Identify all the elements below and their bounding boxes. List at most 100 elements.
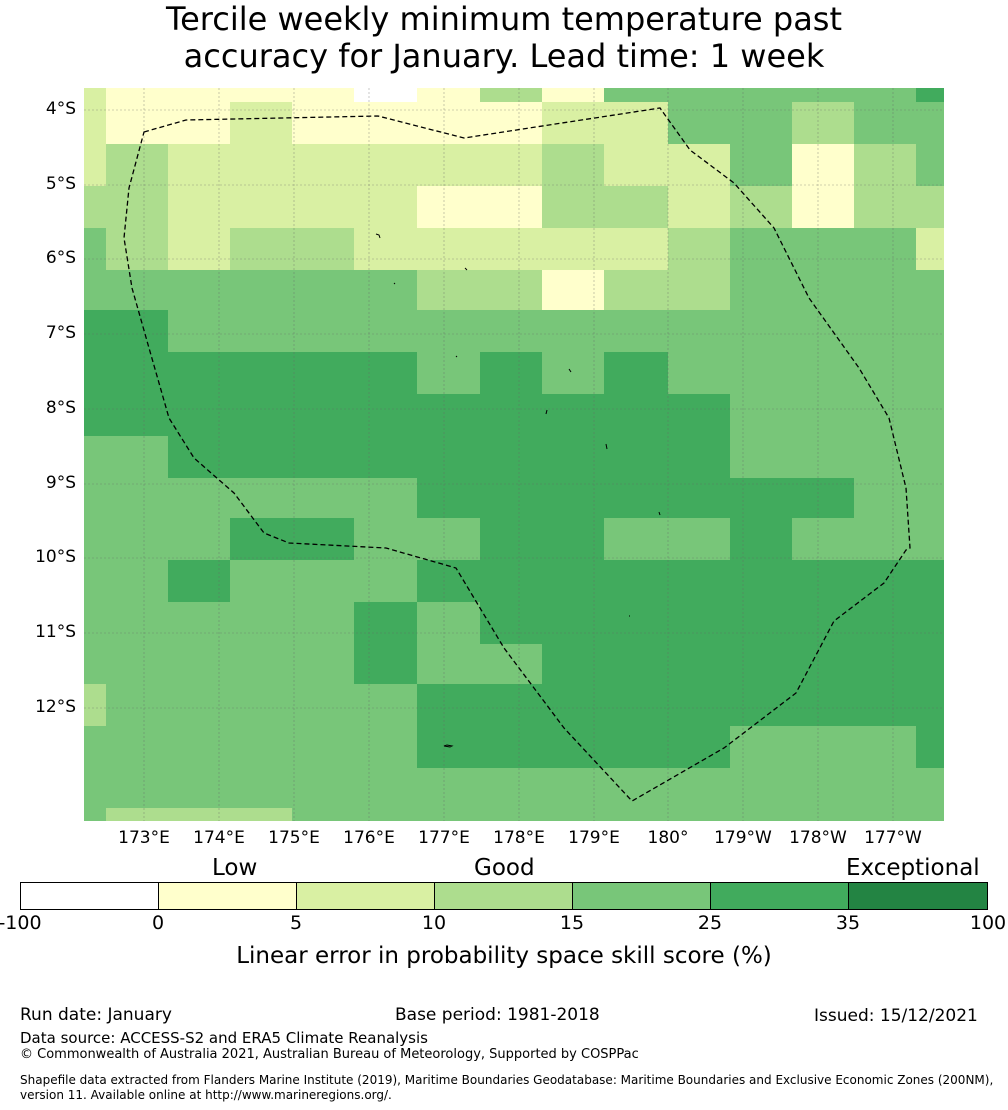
- grid-cell: [84, 394, 730, 436]
- grid-cell: [542, 352, 604, 394]
- latitude-label: 7°S: [45, 323, 76, 343]
- grid-cell: [84, 768, 944, 808]
- colorbar-tick-label: 100: [969, 912, 1007, 934]
- grid-cell: [84, 726, 417, 768]
- grid-cell: [730, 726, 916, 768]
- grid-cell: [854, 186, 916, 228]
- grid-cell: [230, 102, 292, 144]
- grid-cell: [84, 228, 106, 270]
- grid-cell: [854, 144, 916, 186]
- colorbar-tick-label: 35: [835, 912, 861, 934]
- grid-cell: [106, 88, 354, 102]
- grid-cell: [730, 102, 792, 144]
- grid-cell: [106, 684, 417, 726]
- map-title-line-1: Tercile weekly minimum temperature past: [165, 0, 843, 38]
- grid-cell: [542, 102, 668, 144]
- grid-cell: [230, 228, 354, 270]
- grid-cell: [730, 144, 792, 186]
- grid-cell: [730, 88, 916, 102]
- grid-cell: [668, 186, 730, 228]
- grid-cell: [354, 228, 668, 270]
- grid-cell: [84, 478, 417, 518]
- colorbar-tick-label: 10: [421, 912, 447, 934]
- grid-cell: [230, 518, 354, 560]
- grid-cell: [417, 478, 854, 518]
- grid-cell: [106, 228, 168, 270]
- grid-cell: [542, 186, 668, 228]
- colorbar-segment: [297, 883, 435, 909]
- copyright: © Commonwealth of Australia 2021, Austra…: [20, 1047, 639, 1062]
- grid-cell: [417, 352, 480, 394]
- grid-cell: [168, 144, 542, 186]
- grid-cell: [542, 270, 604, 310]
- longitude-label: 177°W: [864, 828, 922, 848]
- grid-cell: [480, 88, 542, 102]
- grid-cell: [730, 394, 944, 436]
- longitude-label: 180°: [647, 828, 689, 848]
- grid-cell: [292, 808, 944, 821]
- grid-cell: [84, 352, 168, 394]
- grid-cell: [168, 436, 730, 478]
- grid-cell: [792, 144, 854, 186]
- grid-cell: [916, 144, 944, 186]
- map-title-line-2: accuracy for January. Lead time: 1 week: [183, 37, 825, 75]
- latitude-label: 5°S: [45, 174, 76, 194]
- colorbar-tick-label: 0: [151, 912, 165, 934]
- grid-cell: [604, 270, 730, 310]
- grid-cell: [916, 186, 944, 228]
- base-period: Base period: 1981-2018: [395, 1005, 600, 1025]
- grid-cell: [792, 518, 944, 560]
- island-outline: [464, 267, 468, 271]
- grid-cell: [668, 228, 730, 270]
- grid-cell: [792, 186, 854, 228]
- grid-cell: [417, 602, 480, 644]
- longitude-label: 177°E: [418, 828, 470, 848]
- grid-cell: [417, 88, 480, 102]
- grid-cell: [480, 602, 944, 644]
- legend-category-low: Low: [212, 855, 258, 881]
- grid-cell: [604, 352, 668, 394]
- grid-cell: [417, 186, 542, 228]
- grid-cell: [84, 436, 168, 478]
- grid-cell: [668, 102, 730, 144]
- colorbar-tick-label: -100: [0, 912, 42, 934]
- grid-cell: [84, 808, 106, 821]
- grid-cell: [168, 352, 417, 394]
- grid-cell: [668, 352, 944, 394]
- grid-cell: [417, 684, 944, 726]
- colorbar-tick-label: 15: [559, 912, 585, 934]
- grid-cell: [84, 270, 417, 310]
- colorbar-tick-label: 5: [289, 912, 303, 934]
- issued-date: Issued: 15/12/2021: [814, 1006, 978, 1026]
- grid-cell: [916, 228, 944, 270]
- grid-cell: [84, 102, 106, 144]
- grid-cell: [230, 560, 417, 602]
- grid-cell: [604, 518, 730, 560]
- grid-cell: [84, 88, 106, 102]
- longitude-label: 176°E: [343, 828, 395, 848]
- latitude-label: 6°S: [45, 248, 76, 268]
- grid-cell: [417, 726, 730, 768]
- grid-cell: [542, 144, 604, 186]
- grid-cell: [916, 726, 944, 768]
- grid-cell: [854, 478, 944, 518]
- grid-cell: [916, 88, 944, 102]
- latitude-label: 9°S: [45, 473, 76, 493]
- islands: [375, 233, 661, 748]
- graticule: [84, 88, 944, 821]
- grid-cell: [730, 270, 944, 310]
- grid-cell: [417, 644, 542, 684]
- grid-cell: [730, 186, 792, 228]
- grid-cell: [417, 560, 944, 602]
- latitude-label: 11°S: [35, 622, 76, 642]
- grid-cell: [106, 102, 230, 144]
- grid-cell: [292, 102, 542, 144]
- grid-cell: [730, 436, 944, 478]
- grid-cell: [417, 270, 542, 310]
- longitude-label: 174°E: [193, 828, 245, 848]
- grid-cell: [84, 518, 230, 560]
- latitude-label: 4°S: [45, 99, 76, 119]
- latitude-label: 8°S: [45, 398, 76, 418]
- longitude-label: 173°E: [118, 828, 170, 848]
- legend-category-good: Good: [474, 855, 535, 881]
